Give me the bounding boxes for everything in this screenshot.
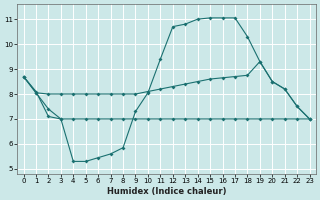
X-axis label: Humidex (Indice chaleur): Humidex (Indice chaleur): [107, 187, 226, 196]
